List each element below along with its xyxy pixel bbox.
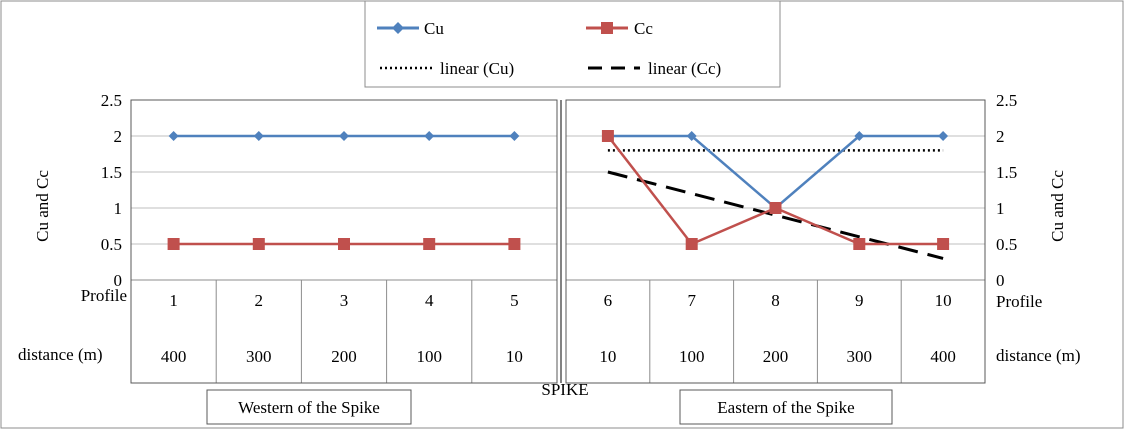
trendline-linear_cc-east (607, 170, 944, 260)
distance-tick-profile-4: 100 (416, 347, 442, 366)
legend-label-cu: Cu (424, 19, 444, 38)
tick-labels: 0 0 0.5 0.5 1 1 1.5 1.5 2 2 2.5 2.5 1 400 2 300 3 200 4 100… (101, 91, 1018, 366)
profile-tick-1: 1 (169, 291, 178, 310)
legend-item-cu: Cu (377, 19, 444, 38)
point-cc-profile-3 (338, 238, 350, 250)
legend-label-linear-cc: linear (Cc) (648, 59, 721, 78)
profile-tick-7: 7 (687, 291, 696, 310)
y-tick-left-1: 0.5 (101, 235, 122, 254)
distance-tick-profile-7: 100 (679, 347, 705, 366)
y-tick-left-5: 2.5 (101, 91, 122, 110)
plot-area-east (565, 99, 986, 384)
legend: Cu Cc linear (Cu) linear (Cc) (364, 0, 781, 88)
legend-box (364, 0, 781, 88)
y-tick-left-3: 1.5 (101, 163, 122, 182)
profile-tick-9: 9 (855, 291, 864, 310)
point-cu-profile-4 (424, 131, 435, 141)
profile-tick-3: 3 (340, 291, 349, 310)
y-tick-right-2: 1 (996, 199, 1005, 218)
profile-tick-8: 8 (771, 291, 780, 310)
series-line-cc-east (606, 135, 944, 246)
point-cu-profile-5 (509, 131, 520, 141)
point-cu-profile-1 (168, 131, 179, 141)
region-label-east-frame (679, 389, 893, 425)
series (167, 130, 950, 250)
y-tick-left-0: 0 (114, 271, 123, 290)
region-label-west: Western of the Spike (238, 398, 380, 417)
y-axis-title-right: Cu and Cc (1048, 170, 1067, 242)
profile-tick-5: 5 (510, 291, 519, 310)
point-cc-profile-8 (769, 202, 782, 214)
point-cc-profile-4 (423, 238, 436, 250)
point-cu-profile-10 (938, 131, 949, 141)
point-cc-profile-6 (601, 130, 614, 142)
profile-row-label-left: Profile (81, 286, 127, 305)
point-cu-profile-2 (253, 131, 264, 141)
profile-tick-2: 2 (255, 291, 264, 310)
region-label-west-box: Western of the Spike (206, 389, 412, 425)
point-cc-profile-9 (853, 238, 866, 250)
distance-tick-profile-8: 200 (763, 347, 789, 366)
distance-tick-profile-6: 10 (599, 347, 616, 366)
distance-row-label-left: distance (m) (18, 345, 103, 364)
point-cu-profile-9 (854, 131, 865, 141)
profile-tick-6: 6 (604, 291, 613, 310)
point-cc-profile-2 (252, 238, 265, 250)
distance-tick-profile-5: 10 (506, 347, 523, 366)
profile-tick-10: 10 (935, 291, 952, 310)
distance-tick-profile-9: 300 (847, 347, 873, 366)
region-label-west-frame (206, 389, 412, 425)
point-cc-profile-10 (937, 238, 950, 250)
point-cc-profile-5 (508, 238, 521, 250)
legend-item-linear-cc: linear (Cc) (588, 59, 721, 78)
y-tick-left-4: 2 (114, 127, 123, 146)
legend-swatch-cu-marker (392, 22, 404, 34)
y-tick-right-1: 0.5 (996, 235, 1017, 254)
plot-area-west (130, 99, 558, 384)
y-tick-left-2: 1 (114, 199, 123, 218)
point-cu-profile-3 (339, 131, 349, 141)
y-tick-right-3: 1.5 (996, 163, 1017, 182)
distance-tick-profile-1: 400 (161, 347, 187, 366)
distance-row-label-right: distance (m) (996, 346, 1081, 365)
legend-label-cc: Cc (634, 19, 653, 38)
legend-label-linear-cu: linear (Cu) (440, 59, 514, 78)
point-cu-profile-7 (686, 131, 697, 141)
point-cc-profile-1 (167, 238, 180, 250)
distance-tick-profile-10: 400 (930, 347, 956, 366)
legend-item-linear-cu: linear (Cu) (380, 59, 514, 78)
y-axis-title-left: Cu and Cc (33, 170, 52, 242)
legend-swatch-cc-marker (601, 22, 613, 34)
region-label-east-box: Eastern of the Spike (679, 389, 893, 425)
distance-tick-profile-3: 200 (331, 347, 357, 366)
point-cc-profile-7 (685, 238, 698, 250)
profile-tick-4: 4 (425, 291, 434, 310)
spike-label: SPIKE (541, 380, 588, 399)
y-tick-right-5: 2.5 (996, 91, 1017, 110)
region-label-east: Eastern of the Spike (717, 398, 854, 417)
legend-item-cc: Cc (586, 19, 653, 38)
profile-row-label-right: Profile (996, 292, 1042, 311)
y-tick-right-4: 2 (996, 127, 1005, 146)
y-tick-right-0: 0 (996, 271, 1005, 290)
distance-tick-profile-2: 300 (246, 347, 272, 366)
